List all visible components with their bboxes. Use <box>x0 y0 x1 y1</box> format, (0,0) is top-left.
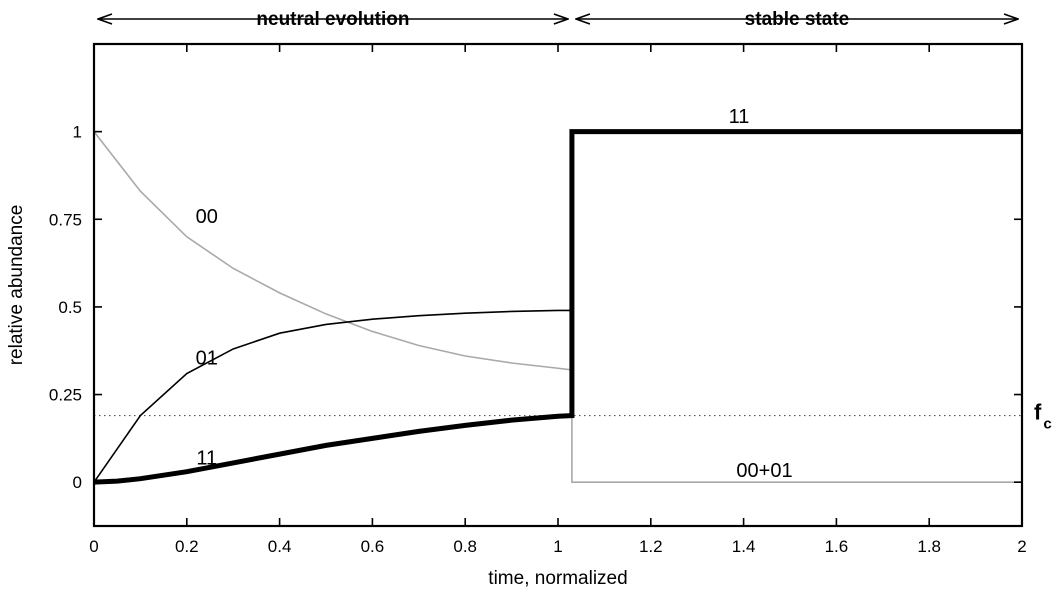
x-tick-label: 0 <box>89 537 98 556</box>
curve-label-11-neutral: 11 <box>196 448 217 470</box>
y-tick-label: 1 <box>73 123 82 142</box>
x-tick-label: 0.4 <box>268 537 292 556</box>
curve-label-01: 01 <box>196 348 218 370</box>
series-01-line <box>93 309 572 483</box>
curve-label-00: 00 <box>196 206 218 228</box>
y-tick-label: 0.25 <box>49 386 82 405</box>
x-tick-label: 1.8 <box>917 537 941 556</box>
curve-annotations: 00 01 11 11 00+01 <box>196 106 793 482</box>
x-tick-label: 1 <box>553 537 562 556</box>
series-layer <box>93 129 1022 485</box>
y-axis-label: relative abundance <box>6 205 27 366</box>
y-tick-label: 0.5 <box>58 298 82 317</box>
x-tick-label: 2 <box>1017 537 1026 556</box>
x-axis-label: time, normalized <box>488 568 627 589</box>
x-tick-label: 1.2 <box>639 537 663 556</box>
phase-annotations: neutral evolution stable state <box>98 9 1018 30</box>
threshold-label-subscript: c <box>1043 416 1051 433</box>
threshold-label-name: f <box>1034 400 1042 425</box>
plot-frame <box>92 42 1024 528</box>
x-ticks: 0 0.2 0.4 0.6 0.8 1 1.2 1.4 1.6 1.8 2 <box>89 44 1027 556</box>
x-tick-label: 1.4 <box>732 537 756 556</box>
phase-label-stable-state: stable state <box>745 9 850 30</box>
x-tick-label: 0.2 <box>175 537 199 556</box>
y-tick-label: 0 <box>73 473 82 492</box>
series-00-line <box>93 131 1022 483</box>
x-tick-label: 0.6 <box>361 537 385 556</box>
x-tick-label: 0.8 <box>453 537 477 556</box>
y-tick-label: 0.75 <box>49 210 82 229</box>
curve-label-00-plus-01: 00+01 <box>736 460 792 482</box>
series-11-line <box>93 129 1022 485</box>
curve-label-11-stable: 11 <box>729 106 750 128</box>
y-ticks: 0 0.25 0.5 0.75 1 <box>49 123 1022 492</box>
x-tick-label: 1.6 <box>825 537 849 556</box>
phase-label-neutral-evolution: neutral evolution <box>256 9 409 30</box>
